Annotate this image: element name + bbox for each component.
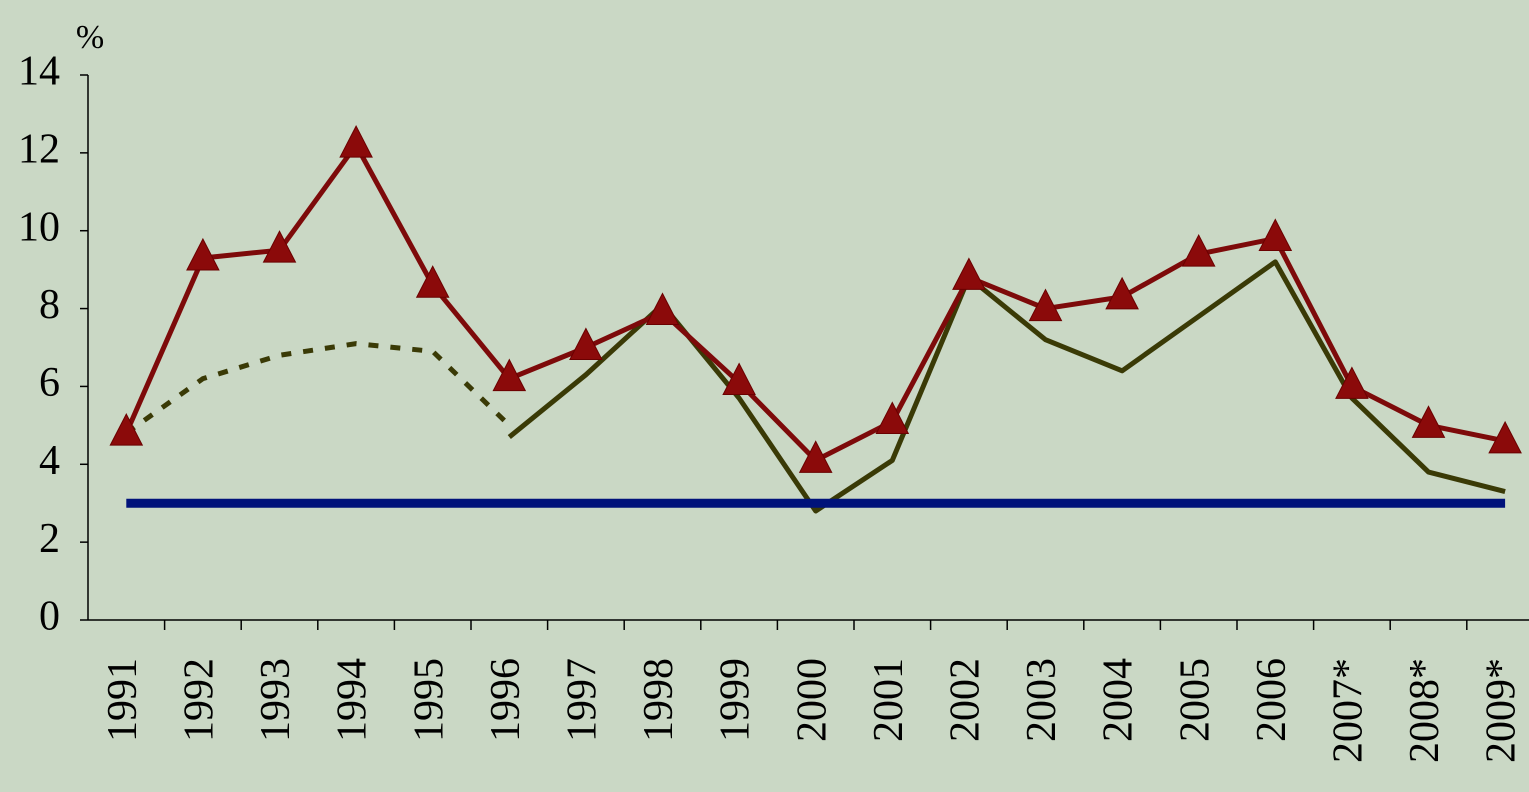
y-tick-label: 2 bbox=[39, 516, 60, 562]
x-tick-label: 1992 bbox=[177, 658, 223, 742]
y-tick-label: 8 bbox=[39, 282, 60, 328]
y-tick-label: 14 bbox=[18, 49, 60, 95]
x-tick-label: 2003 bbox=[1019, 658, 1065, 742]
x-tick-label: 2006 bbox=[1249, 658, 1295, 742]
x-tick-label: 2008* bbox=[1402, 658, 1448, 763]
x-tick-label: 1994 bbox=[330, 658, 376, 742]
x-tick-label: 2005 bbox=[1172, 658, 1218, 742]
x-tick-label: 1996 bbox=[483, 658, 529, 742]
x-tick-label: 1998 bbox=[636, 658, 682, 742]
x-tick-label: 2004 bbox=[1096, 658, 1142, 742]
y-tick-label: 0 bbox=[39, 594, 60, 640]
y-tick-label: 12 bbox=[18, 126, 60, 172]
x-tick-label: 2001 bbox=[866, 658, 912, 742]
page: % 0 2 4 6 8 10 12 14 1991 1992 1993 1994 1995 1996 199… bbox=[0, 0, 1529, 792]
x-tick-label: 2002 bbox=[943, 658, 989, 742]
x-tick-label: 2009* bbox=[1479, 658, 1525, 763]
y-tick-label: 6 bbox=[39, 360, 60, 406]
y-axis-label: % bbox=[76, 19, 104, 56]
x-tick-label: 1995 bbox=[406, 658, 452, 742]
chart: % 0 2 4 6 8 10 12 14 1991 1992 1993 1994 1995 1996 199… bbox=[0, 0, 1529, 792]
x-tick-label: 1993 bbox=[253, 658, 299, 742]
x-tick-label: 1991 bbox=[100, 658, 146, 742]
x-tick-label: 2007* bbox=[1326, 658, 1372, 763]
x-tick-label: 1997 bbox=[560, 658, 606, 742]
y-tick-label: 4 bbox=[39, 438, 60, 484]
y-tick-label: 10 bbox=[18, 204, 60, 250]
x-tick-label: 2000 bbox=[789, 658, 835, 742]
x-tick-label: 1999 bbox=[713, 658, 759, 742]
background bbox=[0, 0, 1529, 792]
